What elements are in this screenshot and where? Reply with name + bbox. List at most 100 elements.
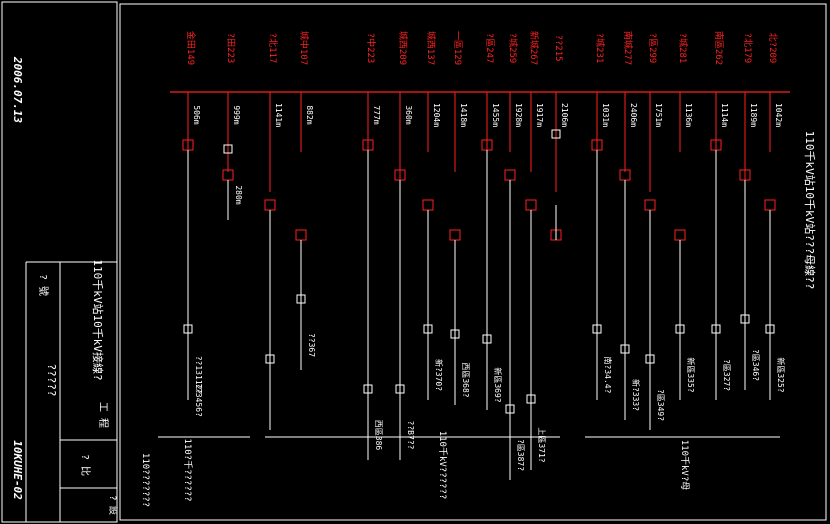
terminal-box xyxy=(620,344,630,354)
feeder-end-label: ?區349? xyxy=(656,389,665,421)
drawing-frame xyxy=(119,3,827,521)
switch-box xyxy=(644,199,656,211)
feeder-name: ?田223 xyxy=(225,33,236,64)
feeder-length: 1928m xyxy=(514,103,523,127)
feeder-name: 城西137 xyxy=(425,31,436,65)
feeder-length: 1455m xyxy=(491,103,500,127)
switch-box xyxy=(764,199,776,211)
terminal-box xyxy=(711,324,721,334)
switch-box xyxy=(674,229,686,241)
bus-label-4: 110千kV?母 xyxy=(679,440,690,491)
terminal-box xyxy=(450,329,460,339)
terminal-box xyxy=(296,294,306,304)
feeder-name: ?城259 xyxy=(507,33,518,64)
feeder-length: 999m xyxy=(232,105,241,124)
switch-box xyxy=(264,199,276,211)
terminal-box xyxy=(183,324,193,334)
feeder-end-label: ?區387? xyxy=(516,439,525,471)
feeder-name: ?區299 xyxy=(647,33,658,64)
feeder-name: ?北117 xyxy=(267,33,278,64)
feeder-name: 新城267 xyxy=(528,31,540,65)
feeder-end-label: ??13112? xyxy=(194,356,203,395)
switch-box xyxy=(504,169,516,181)
feeder-end-label: 280m xyxy=(234,185,243,204)
feeder-end-label: ??367 xyxy=(307,333,316,357)
drawing-date: 2006.07.13 xyxy=(11,56,24,124)
feeder-length: 882m xyxy=(305,105,314,124)
terminal-box xyxy=(482,334,492,344)
feeder-length: 360m xyxy=(404,105,413,124)
terminal-box xyxy=(505,404,515,414)
terminal-box xyxy=(363,384,373,394)
feeder-end-label: 新區325? xyxy=(776,357,786,392)
feeder-end-label: 西區386 xyxy=(374,420,383,451)
feeder-name: ?城281 xyxy=(677,33,688,64)
feeder-name: ?北179 xyxy=(742,33,753,64)
switch-box xyxy=(422,199,434,211)
feeder-end-label-2: ?73456? xyxy=(194,383,203,417)
feeder-end-label: ??B7?? xyxy=(406,421,415,450)
feeder-end-label: ?區327? xyxy=(722,359,731,391)
drawing-subtitle: ????? xyxy=(45,363,58,396)
feeder-name: 城西209 xyxy=(397,31,408,65)
feeder-length: 1418m xyxy=(459,103,468,127)
feeder-length: 1204m xyxy=(432,103,441,127)
feeder-end-label: 南?34.4? xyxy=(603,357,613,394)
feeder-end-label: 新區369? xyxy=(493,367,503,402)
title-label-design: ? 設 xyxy=(107,495,119,515)
terminal-box xyxy=(526,394,536,404)
terminal-box xyxy=(265,354,275,364)
terminal-box xyxy=(592,324,602,334)
feeder-name: ??215 xyxy=(553,34,563,61)
title-label-ratio: ? 比 xyxy=(79,454,91,476)
feeder-name: 南區262 xyxy=(713,31,725,65)
feeder-end-label: 新?370? xyxy=(434,359,444,391)
drawing-number: 10KUHE-02 xyxy=(11,440,24,500)
terminal-box xyxy=(765,324,775,334)
feeder-end-label: 上區371? xyxy=(537,427,546,462)
bus-label-1: 110??????? xyxy=(140,453,150,507)
feeder-length: 1751m xyxy=(654,103,663,127)
terminal-box xyxy=(740,314,750,324)
title-block: 2006.07.13 10KUHE-02 110千kV站10千kV接線? ???… xyxy=(1,1,119,523)
terminal-box xyxy=(223,144,233,154)
feeder-length: 1141m xyxy=(274,103,283,127)
drawing-title: 110千kV站10千kV接線? xyxy=(91,259,105,380)
bus-label-3: 110千kV?????? xyxy=(437,431,448,500)
feeder-name: ?區247 xyxy=(484,33,495,64)
feeder-length: 777m xyxy=(372,105,381,124)
title-label-number: ? 號 xyxy=(37,274,50,296)
terminal-box xyxy=(395,384,405,394)
feeder-length: 1042m xyxy=(774,103,783,127)
diagram-header: 110千kV站10千kV站???母線?? xyxy=(803,131,817,290)
feeder-end-label: 西區368? xyxy=(461,362,470,397)
feeder-length: 1189m xyxy=(749,103,758,127)
feeder-end-label: 新?333? xyxy=(631,379,641,411)
feeder-length: 1136m xyxy=(684,103,693,127)
feeder-end-label: 新區335? xyxy=(686,357,696,392)
feeder-length: 2406m xyxy=(629,103,638,127)
feeder-end-label: ?區346? xyxy=(751,349,760,381)
terminal-box xyxy=(645,354,655,364)
feeder-name: 金田149 xyxy=(185,31,197,65)
feeder-name: 一區129 xyxy=(452,31,463,65)
terminal-box xyxy=(675,324,685,334)
feeder-length: 1031m xyxy=(601,103,610,127)
feeder-name: ?城231 xyxy=(594,33,605,64)
bus-label-2: 110?千?????? xyxy=(182,438,193,501)
switch-box xyxy=(449,229,461,241)
feeder-length: 506m xyxy=(192,105,201,124)
switch-box xyxy=(525,199,537,211)
switch-box xyxy=(295,229,307,241)
terminal-box xyxy=(423,324,433,334)
terminal-box xyxy=(551,129,561,139)
feeder-length: 2106m xyxy=(560,103,569,127)
feeder-name: 北?209 xyxy=(767,33,778,64)
feeder-name: 南城277 xyxy=(622,31,634,65)
title-label-project: 工 程 xyxy=(97,402,109,428)
feeder-name: ?中223 xyxy=(365,33,377,64)
feeder-group: 金田149 506m ??13112??73456? ?田223 999m 280m ?北1… xyxy=(182,31,786,480)
feeder-name: 城中107 xyxy=(298,31,310,65)
feeder-length: 1917m xyxy=(535,103,544,127)
